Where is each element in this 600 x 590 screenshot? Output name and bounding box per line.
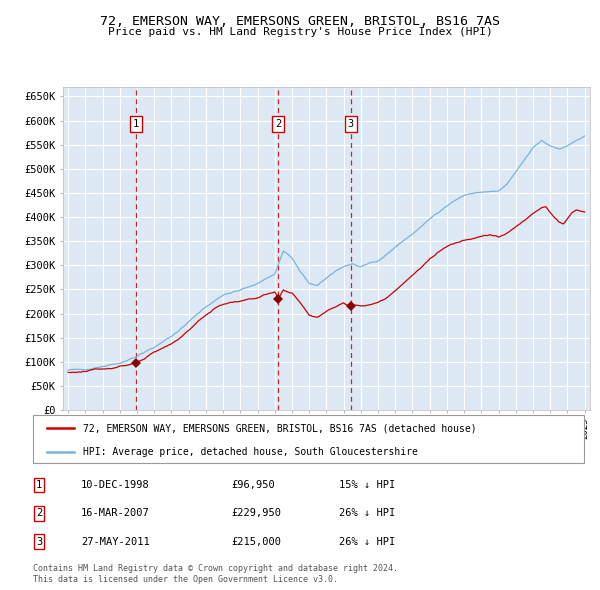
Text: £215,000: £215,000 [231, 537, 281, 546]
Text: Contains HM Land Registry data © Crown copyright and database right 2024.: Contains HM Land Registry data © Crown c… [33, 565, 398, 573]
Text: 1: 1 [36, 480, 42, 490]
Text: 26% ↓ HPI: 26% ↓ HPI [339, 509, 395, 518]
Text: 27-MAY-2011: 27-MAY-2011 [81, 537, 150, 546]
Text: 3: 3 [347, 119, 354, 129]
Text: This data is licensed under the Open Government Licence v3.0.: This data is licensed under the Open Gov… [33, 575, 338, 584]
FancyBboxPatch shape [33, 415, 584, 463]
Text: 2: 2 [275, 119, 281, 129]
Text: 10-DEC-1998: 10-DEC-1998 [81, 480, 150, 490]
Text: HPI: Average price, detached house, South Gloucestershire: HPI: Average price, detached house, Sout… [83, 447, 418, 457]
Text: £229,950: £229,950 [231, 509, 281, 518]
Text: Price paid vs. HM Land Registry's House Price Index (HPI): Price paid vs. HM Land Registry's House … [107, 27, 493, 37]
Text: £96,950: £96,950 [231, 480, 275, 490]
Text: 2: 2 [36, 509, 42, 518]
Text: 16-MAR-2007: 16-MAR-2007 [81, 509, 150, 518]
Text: 1: 1 [133, 119, 139, 129]
Text: 26% ↓ HPI: 26% ↓ HPI [339, 537, 395, 546]
Text: 15% ↓ HPI: 15% ↓ HPI [339, 480, 395, 490]
Text: 3: 3 [36, 537, 42, 546]
Text: 72, EMERSON WAY, EMERSONS GREEN, BRISTOL, BS16 7AS: 72, EMERSON WAY, EMERSONS GREEN, BRISTOL… [100, 15, 500, 28]
Text: 72, EMERSON WAY, EMERSONS GREEN, BRISTOL, BS16 7AS (detached house): 72, EMERSON WAY, EMERSONS GREEN, BRISTOL… [83, 423, 476, 433]
